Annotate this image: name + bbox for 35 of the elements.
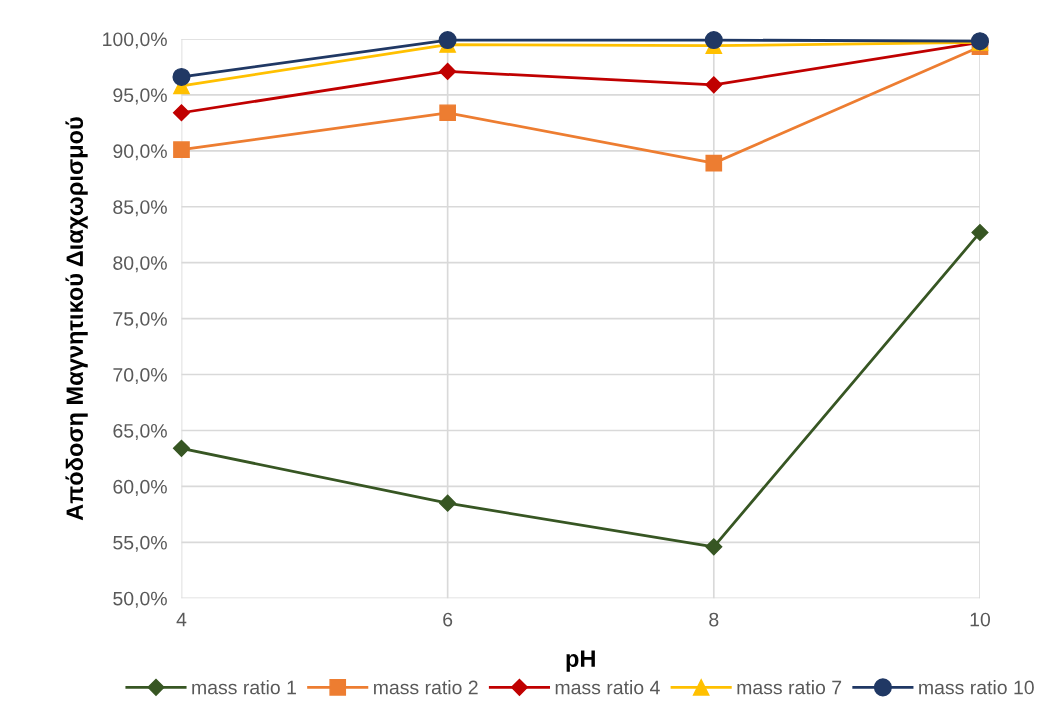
point <box>705 154 723 172</box>
point <box>704 31 723 50</box>
y-tick-label: 85,0% <box>113 200 167 217</box>
legend-label: mass ratio 1 <box>192 680 296 695</box>
point <box>173 141 190 159</box>
y-tick-label: 75,0% <box>113 312 167 329</box>
x-tick-label: 6 <box>443 612 453 627</box>
y-tick-label: 80,0% <box>113 256 167 273</box>
y-tick-label: 90,0% <box>113 144 167 161</box>
point <box>971 223 989 242</box>
point <box>439 494 457 512</box>
x-tick-label: 8 <box>709 612 719 627</box>
y-tick-label: 50,0% <box>113 591 167 608</box>
legend-label: mass ratio 2 <box>374 680 478 695</box>
point <box>172 104 191 122</box>
y-tick-label: 60,0% <box>113 479 167 496</box>
y-axis-title: Απόδοση Μαγνητικού Διαχωρισμού <box>65 117 88 521</box>
point <box>705 76 723 94</box>
point <box>172 439 191 457</box>
y-tick-label: 70,0% <box>113 368 167 385</box>
y-tick-label: 55,0% <box>113 535 167 552</box>
x-tick-label: 4 <box>176 612 187 627</box>
y-tick-label: 65,0% <box>113 423 167 440</box>
point <box>705 538 723 556</box>
y-tick-label: 95,0% <box>113 88 167 105</box>
x-tick-label: 10 <box>970 612 991 627</box>
legend-label: mass ratio 7 <box>737 680 842 695</box>
point <box>172 67 191 87</box>
legend-label: mass ratio 10 <box>919 680 1034 695</box>
point <box>439 104 456 122</box>
y-tick-label: 100,0% <box>103 32 167 49</box>
point <box>438 31 457 50</box>
x-axis-title: pH <box>566 650 595 672</box>
point <box>439 62 457 80</box>
legend-label: mass ratio 4 <box>555 680 660 695</box>
